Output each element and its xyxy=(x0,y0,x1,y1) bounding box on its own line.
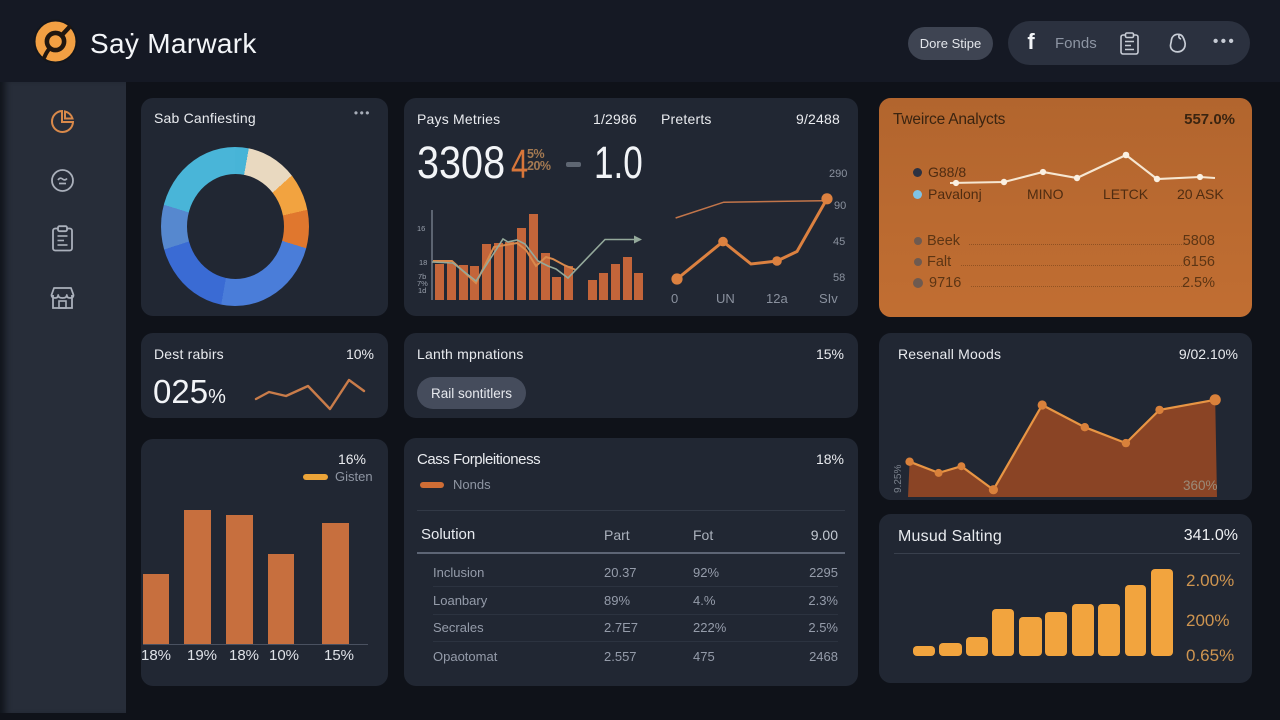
svg-text:90: 90 xyxy=(834,200,846,212)
svg-text:360%: 360% xyxy=(1183,478,1218,493)
svg-text:290: 290 xyxy=(829,168,847,180)
svg-text:7b: 7b xyxy=(418,272,426,281)
svg-text:45: 45 xyxy=(833,236,845,248)
svg-text:1d: 1d xyxy=(418,286,426,295)
svg-text:12a: 12a xyxy=(766,291,788,306)
svg-text:58: 58 xyxy=(833,272,845,284)
svg-text:9.25%: 9.25% xyxy=(893,465,904,493)
svg-text:UN: UN xyxy=(716,291,735,306)
svg-text:16: 16 xyxy=(417,224,425,233)
svg-text:7%: 7% xyxy=(417,279,428,288)
svg-text:0: 0 xyxy=(671,291,678,306)
svg-text:SIv: SIv xyxy=(819,291,838,306)
svg-text:18: 18 xyxy=(419,258,427,267)
